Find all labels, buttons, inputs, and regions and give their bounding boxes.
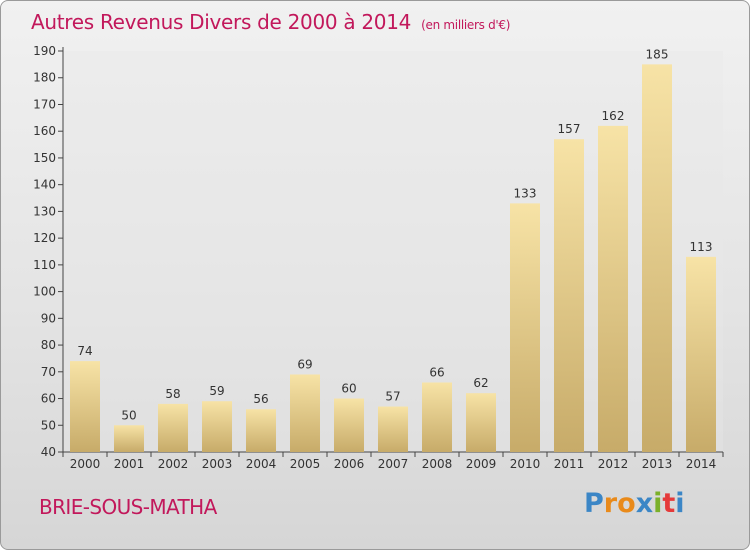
- data-label: 56: [253, 392, 268, 406]
- bar: [290, 374, 320, 452]
- data-label: 57: [385, 390, 400, 404]
- data-label: 62: [473, 376, 488, 390]
- data-label: 58: [165, 387, 180, 401]
- bar: [334, 398, 364, 452]
- y-tick-label: 50: [41, 418, 56, 432]
- logo-letter: x: [635, 488, 654, 519]
- proxiti-logo: Proxiti: [584, 488, 685, 519]
- data-label: 157: [558, 122, 581, 136]
- logo-letter: i: [675, 488, 685, 519]
- logo-letter: i: [653, 488, 663, 519]
- data-label: 60: [341, 382, 356, 396]
- x-tick-label: 2006: [334, 457, 365, 471]
- y-tick-label: 160: [33, 124, 56, 138]
- x-tick-label: 2004: [246, 457, 277, 471]
- town-name: BRIE-SOUS-MATHA: [39, 495, 217, 519]
- bar: [686, 256, 716, 452]
- bar: [70, 361, 100, 452]
- chart-unit: (en milliers d'€): [421, 18, 511, 32]
- y-tick-label: 140: [33, 178, 56, 192]
- y-tick-label: 80: [41, 338, 56, 352]
- bar: [114, 425, 144, 452]
- y-tick-label: 180: [33, 71, 56, 85]
- x-tick-label: 2010: [510, 457, 541, 471]
- data-label: 113: [690, 240, 713, 254]
- bar: [466, 393, 496, 452]
- x-tick-label: 2014: [686, 457, 717, 471]
- y-tick-label: 120: [33, 231, 56, 245]
- bar: [158, 403, 188, 452]
- y-tick-label: 150: [33, 151, 56, 165]
- data-label: 69: [297, 357, 312, 371]
- chart-title-text: Autres Revenus Divers de 2000 à 2014: [31, 10, 412, 34]
- y-tick-label: 90: [41, 311, 56, 325]
- x-tick-label: 2005: [290, 457, 321, 471]
- y-tick-label: 60: [41, 392, 56, 406]
- logo-letter: r: [603, 488, 618, 519]
- x-tick-label: 2013: [642, 457, 673, 471]
- x-tick-label: 2000: [70, 457, 101, 471]
- y-tick-label: 40: [41, 445, 56, 459]
- y-tick-label: 70: [41, 365, 56, 379]
- y-tick-label: 110: [33, 258, 56, 272]
- data-label: 133: [514, 186, 537, 200]
- x-tick-label: 2011: [554, 457, 585, 471]
- y-tick-label: 130: [33, 204, 56, 218]
- bar: [422, 382, 452, 452]
- x-tick-label: 2007: [378, 457, 409, 471]
- bar: [246, 409, 276, 452]
- x-tick-label: 2009: [466, 457, 497, 471]
- x-tick-label: 2003: [202, 457, 233, 471]
- bar: [378, 406, 408, 452]
- y-tick-label: 100: [33, 285, 56, 299]
- bar: [642, 64, 672, 452]
- bar: [202, 401, 232, 452]
- data-label: 59: [209, 384, 224, 398]
- x-tick-label: 2002: [158, 457, 189, 471]
- y-tick-label: 170: [33, 97, 56, 111]
- bar: [598, 125, 628, 452]
- data-label: 162: [602, 109, 625, 123]
- x-tick-label: 2012: [598, 457, 629, 471]
- bar: [554, 139, 584, 452]
- x-tick-label: 2001: [114, 457, 145, 471]
- data-label: 66: [429, 365, 444, 379]
- x-tick-label: 2008: [422, 457, 453, 471]
- chart-title: Autres Revenus Divers de 2000 à 2014 (en…: [31, 10, 510, 34]
- bar: [510, 203, 540, 452]
- data-label: 50: [121, 408, 136, 422]
- y-tick-label: 190: [33, 44, 56, 58]
- data-label: 185: [646, 47, 669, 61]
- data-label: 74: [77, 344, 92, 358]
- logo-letter: t: [662, 488, 676, 519]
- logo-letter: P: [584, 488, 604, 519]
- logo-letter: o: [617, 488, 636, 519]
